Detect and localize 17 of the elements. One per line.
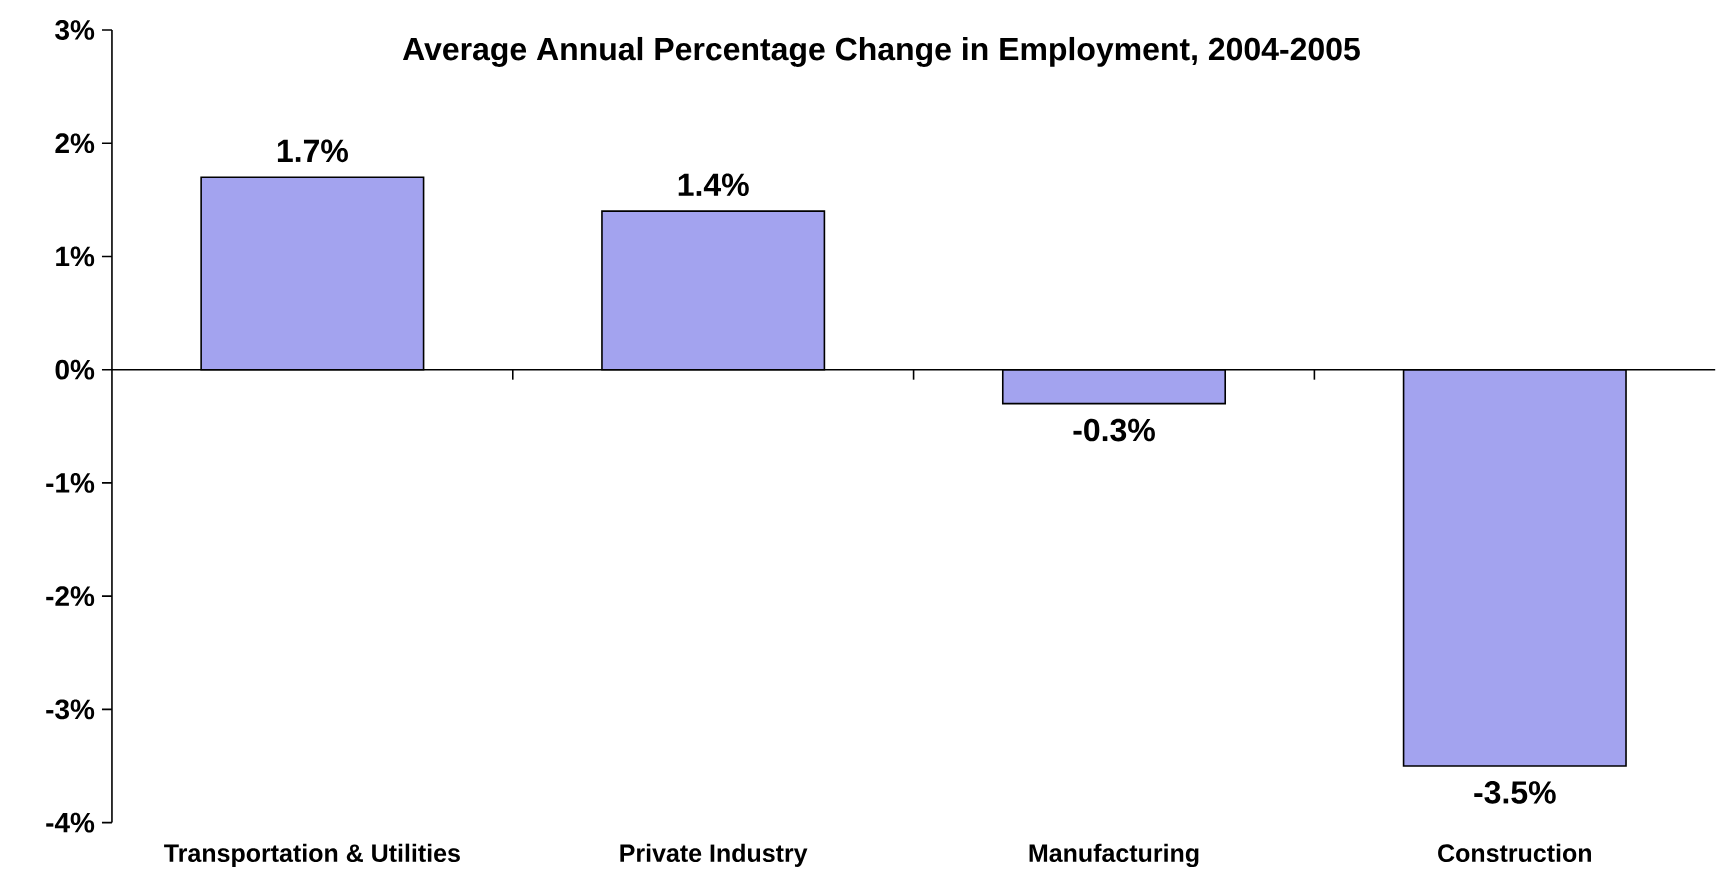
x-tick-label: Manufacturing (1029, 843, 1199, 868)
y-tick-label: -1% (46, 473, 95, 493)
y-tick-label: 3% (55, 20, 95, 41)
data-label: 1.7% (277, 139, 348, 163)
x-tick-label: Private Industry (620, 843, 808, 868)
data-label: -0.3% (1073, 418, 1155, 442)
y-tick-label: -2% (46, 586, 95, 607)
y-tick-label: 1% (56, 246, 95, 267)
data-label: 1.4% (678, 173, 749, 197)
y-tick-label: 2% (55, 133, 95, 154)
x-tick-label: Transportation & Utilities (164, 843, 460, 868)
y-tick-label: -4% (46, 812, 95, 833)
y-tick-label: 0% (55, 359, 95, 380)
data-label: -3.5% (1474, 781, 1556, 804)
y-tick-label: -3% (46, 699, 95, 720)
x-tick-label: Construction (1438, 843, 1591, 863)
chart-title: Average Annual Percentage Change in Employment, 2004-2005 (402, 37, 1360, 68)
